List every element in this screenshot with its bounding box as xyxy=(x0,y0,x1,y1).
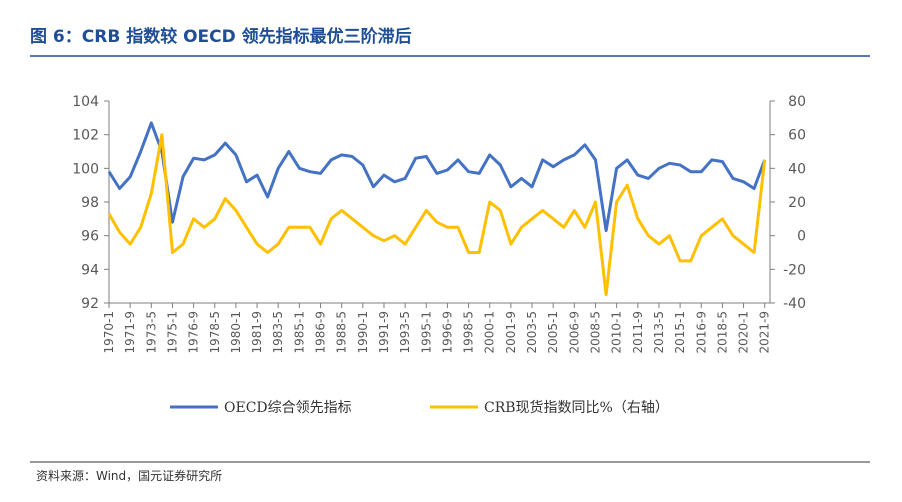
x-tick-label: 2020-1 xyxy=(737,311,751,354)
x-tick-label: 2001-9 xyxy=(504,311,518,354)
y2-tick-label: -40 xyxy=(783,296,806,312)
y-tick-label: 96 xyxy=(81,229,99,245)
x-tick-label: 2011-9 xyxy=(631,311,645,354)
y2-tick-label: -20 xyxy=(783,262,806,278)
y-tick-label: 100 xyxy=(72,161,99,177)
y2-tick-label: 20 xyxy=(788,195,806,211)
x-tick-label: 1986-9 xyxy=(314,311,328,354)
x-tick-label: 2016-9 xyxy=(694,311,708,354)
y-tick-label: 104 xyxy=(72,94,99,110)
x-tick-label: 1983-5 xyxy=(271,311,285,354)
y-tick-label: 102 xyxy=(72,128,99,144)
x-tick-label: 1995-1 xyxy=(419,311,433,354)
x-tick-label: 1988-5 xyxy=(335,311,349,354)
x-tick-label: 1973-5 xyxy=(144,311,158,354)
x-tick-label: 2008-5 xyxy=(588,311,602,354)
series-line xyxy=(107,121,767,233)
x-tick-label: 2018-5 xyxy=(715,311,729,354)
y-tick-label: 98 xyxy=(81,195,99,211)
x-tick-label: 2021-9 xyxy=(758,311,772,354)
y2-tick-label: 40 xyxy=(788,161,806,177)
x-tick-label: 1976-9 xyxy=(187,311,201,354)
x-tick-label: 1978-5 xyxy=(208,311,222,354)
x-tick-label: 2005-1 xyxy=(546,311,560,354)
x-tick-label: 2013-5 xyxy=(652,311,666,354)
x-tick-label: 1998-5 xyxy=(462,311,476,354)
x-tick-label: 2015-1 xyxy=(673,311,687,354)
x-tick-label: 2006-9 xyxy=(567,311,581,354)
legend-label: OECD综合领先指标 xyxy=(224,400,352,416)
y-tick-label: 92 xyxy=(81,296,99,312)
x-tick-label: 1981-9 xyxy=(250,311,264,354)
x-tick-label: 1985-1 xyxy=(292,311,306,354)
x-tick-label: 1993-5 xyxy=(398,311,412,354)
legend-label: CRB现货指数同比%（右轴） xyxy=(484,399,669,416)
x-tick-label: 1980-1 xyxy=(229,311,243,354)
x-tick-label: 2003-5 xyxy=(525,311,539,354)
source: 资料来源：Wind，国元证券研究所 xyxy=(36,468,222,483)
x-tick-label: 2000-1 xyxy=(483,311,497,354)
x-tick-label: 1996-9 xyxy=(440,311,454,354)
y-tick-label: 94 xyxy=(81,262,99,278)
series-line xyxy=(107,133,767,297)
x-tick-label: 1991-9 xyxy=(377,311,391,354)
x-tick-label: 1971-9 xyxy=(123,311,137,354)
y2-tick-label: 0 xyxy=(797,229,806,245)
x-tick-label: 1970-1 xyxy=(102,311,116,354)
y2-tick-label: 60 xyxy=(788,128,806,144)
x-tick-label: 2010-1 xyxy=(610,311,624,354)
y2-tick-label: 80 xyxy=(788,94,806,110)
chart-title: 图 6：CRB 指数较 OECD 领先指标最优三阶滞后 xyxy=(30,26,412,47)
x-tick-label: 1990-1 xyxy=(356,311,370,354)
x-tick-label: 1975-1 xyxy=(165,311,179,354)
